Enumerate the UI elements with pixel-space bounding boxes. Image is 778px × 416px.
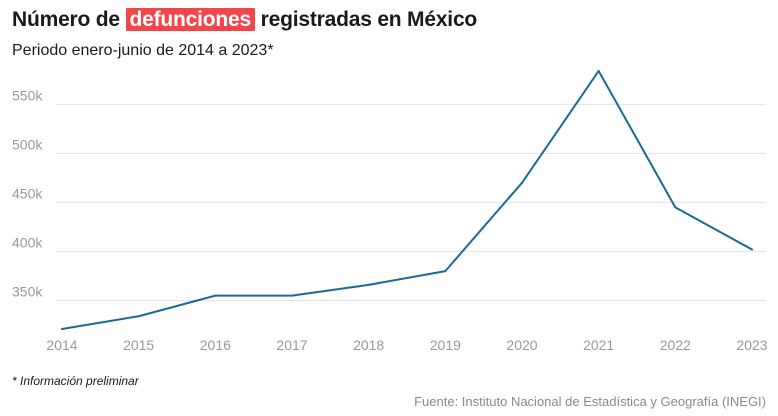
x-axis-ticks: 2014 2015 2016 2017 2018 2019 2020 2021 2022 2023 [46, 337, 767, 353]
source-note: Fuente: Instituto Nacional de Estadístic… [414, 394, 766, 409]
title-before: Número de [12, 8, 120, 31]
x-tick-label: 2019 [430, 337, 461, 353]
y-tick-label: 400k [12, 234, 43, 250]
x-tick-label: 2014 [46, 337, 77, 353]
x-tick-label: 2020 [506, 337, 537, 353]
x-tick-label: 2017 [276, 337, 307, 353]
series-line [61, 69, 753, 330]
y-axis-ticks: 350k 400k 450k 500k 550k [12, 87, 43, 299]
gridlines [56, 103, 766, 302]
x-tick-label: 2021 [583, 337, 614, 353]
data-point-2015 [137, 315, 140, 318]
x-tick-label: 2015 [123, 337, 154, 353]
title-after: registradas en México [260, 8, 478, 31]
y-tick-label: 350k [12, 284, 43, 300]
series-layer [61, 69, 753, 330]
data-point-2021 [597, 69, 600, 72]
data-point-2016 [214, 294, 217, 297]
data-point-2019 [444, 270, 447, 273]
x-tick-label: 2018 [353, 337, 384, 353]
data-point-2014 [61, 327, 63, 330]
data-point-2018 [367, 283, 370, 286]
y-tick-label: 500k [12, 136, 43, 152]
data-point-2020 [521, 181, 523, 184]
y-tick-label: 450k [12, 185, 43, 201]
data-point-2023 [751, 248, 753, 251]
title-highlight: defunciones [125, 8, 256, 31]
x-tick-label: 2023 [736, 337, 767, 353]
chart-subtitle: Periodo enero-junio de 2014 a 2023* [12, 42, 274, 59]
chart-title: Número de defunciones registradas en Méx… [12, 8, 477, 32]
x-tick-label: 2016 [200, 337, 231, 353]
data-point-2022 [674, 206, 677, 209]
data-point-2017 [291, 294, 293, 297]
x-tick-label: 2022 [660, 337, 691, 353]
footnote: * Información preliminar [12, 374, 139, 388]
y-tick-label: 550k [12, 87, 43, 103]
